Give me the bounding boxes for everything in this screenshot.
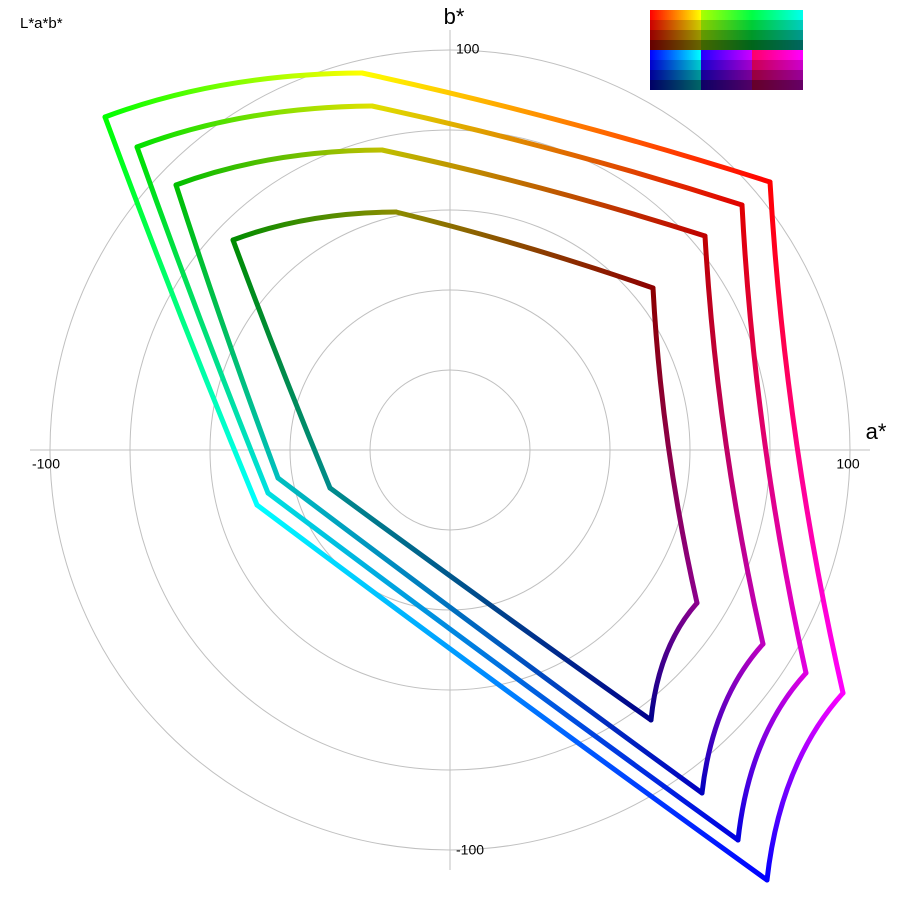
gamut-edge — [369, 103, 745, 208]
swatch-shade — [752, 70, 803, 80]
swatch-shade — [650, 60, 701, 70]
swatch-shade — [650, 20, 701, 30]
gamut-loops — [102, 70, 846, 883]
y-axis-label: b* — [444, 4, 465, 29]
gamut-edge — [379, 147, 708, 239]
swatch-shade — [701, 30, 752, 40]
color-swatch — [650, 10, 803, 90]
swatch-shade — [752, 20, 803, 30]
gamut-edge — [393, 209, 656, 291]
swatch-shade — [701, 50, 752, 60]
gamut-edge — [359, 70, 773, 185]
gamut-edge — [102, 114, 260, 508]
title: L*a*b* — [20, 15, 63, 32]
gamut-edge — [254, 502, 770, 883]
gamut-edge — [173, 147, 385, 188]
gamut-edge — [134, 103, 375, 150]
gamut-edge — [699, 641, 766, 796]
swatch-shade — [650, 40, 701, 50]
swatch-shade — [701, 60, 752, 70]
swatch-shade — [650, 80, 701, 90]
swatch-shade — [701, 20, 752, 30]
swatch-shade — [752, 30, 803, 40]
gamut-edge — [735, 670, 809, 843]
x-tick-label: 100 — [836, 456, 860, 472]
swatch-shade — [752, 40, 803, 50]
swatch-shade — [752, 80, 803, 90]
gamut-edge — [230, 237, 333, 491]
y-tick-label: 100 — [456, 41, 480, 57]
gamut-edge — [265, 490, 741, 843]
gamut-edge — [327, 485, 654, 723]
gamut-edge — [739, 202, 809, 676]
gamut-edge — [767, 179, 846, 696]
x-tick-label: -100 — [32, 456, 60, 472]
gamut-edge — [275, 475, 705, 796]
swatch-shade — [752, 10, 803, 20]
gamut-edge — [173, 182, 281, 481]
swatch-shade — [650, 50, 701, 60]
swatch-shade — [701, 10, 752, 20]
swatch-shade — [752, 50, 803, 60]
gamut-edge — [764, 690, 846, 883]
swatch-shade — [701, 40, 752, 50]
swatch-shade — [650, 30, 701, 40]
gamut-edge — [230, 209, 399, 243]
swatch-shade — [650, 70, 701, 80]
gamut-edge — [102, 70, 365, 120]
gamut-edge — [648, 600, 700, 723]
swatch-shade — [650, 10, 701, 20]
gamut-edge — [134, 144, 271, 496]
swatch-shade — [701, 80, 752, 90]
swatch-shade — [752, 60, 803, 70]
swatch-shade — [701, 70, 752, 80]
x-axis-label: a* — [866, 419, 887, 444]
y-tick-label: -100 — [456, 842, 484, 858]
gamut-edge — [650, 285, 700, 606]
gamut-edge — [702, 233, 766, 647]
polar-grid — [30, 30, 870, 870]
